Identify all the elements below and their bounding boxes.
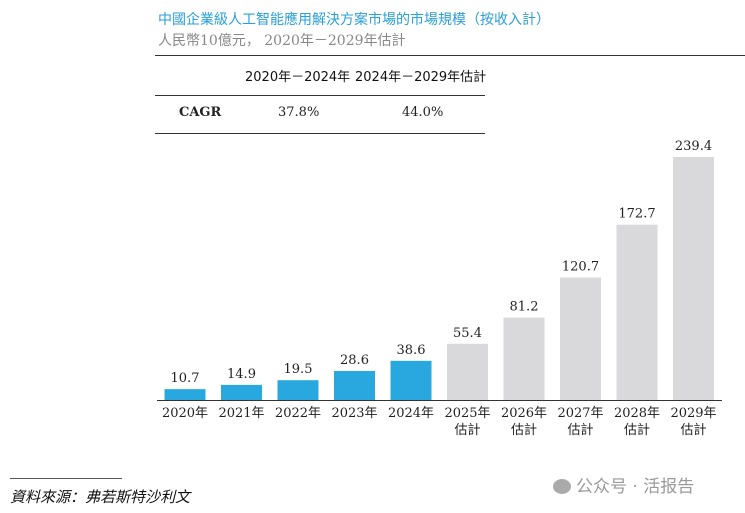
cagr-value-2: 44.0% bbox=[402, 105, 444, 120]
data-label: 239.4 bbox=[675, 139, 712, 154]
x-tick-label: 2028年 bbox=[614, 406, 660, 421]
data-label: 10.7 bbox=[171, 371, 200, 386]
x-tick-label: 估計 bbox=[680, 422, 706, 438]
data-label: 28.6 bbox=[340, 353, 369, 368]
x-tick-label: 2024年 bbox=[388, 406, 434, 421]
x-tick-label: 2025年 bbox=[444, 406, 490, 421]
bar bbox=[616, 224, 658, 400]
data-label: 81.2 bbox=[510, 300, 539, 315]
cagr-value-1: 37.8% bbox=[278, 105, 320, 120]
bar bbox=[221, 384, 262, 400]
bar bbox=[164, 389, 206, 400]
source-rule bbox=[10, 478, 122, 479]
x-tick-label: 估計 bbox=[454, 422, 480, 438]
x-tick-label: 2026年 bbox=[501, 406, 547, 421]
x-tick-label: 2029年 bbox=[670, 406, 716, 421]
chart-title: 中國企業級人工智能應用解決方案市場的市場規模（按收入計） bbox=[158, 12, 550, 28]
x-tick-label: 估計 bbox=[624, 422, 650, 438]
table-top-rule bbox=[155, 55, 745, 56]
data-label: 19.5 bbox=[284, 362, 313, 377]
data-label: 38.6 bbox=[397, 343, 426, 358]
bar bbox=[390, 360, 432, 400]
data-label: 14.9 bbox=[227, 367, 256, 382]
wechat-icon bbox=[553, 479, 571, 494]
chart-subtitle: 人民幣10億元， 2020年－2029年估計 bbox=[158, 33, 406, 49]
watermark-text: 公众号 · 活报告 bbox=[576, 477, 695, 497]
cagr-header-2: 2024年－2029年估計 bbox=[355, 70, 487, 85]
x-tick-label: 估計 bbox=[511, 422, 537, 438]
data-label: 120.7 bbox=[562, 259, 599, 274]
x-tick-label: 2020年 bbox=[162, 406, 208, 421]
bar bbox=[503, 317, 545, 400]
bar bbox=[560, 277, 601, 400]
x-tick-label: 2027年 bbox=[557, 406, 603, 421]
bar bbox=[277, 380, 319, 400]
data-label: 172.7 bbox=[618, 207, 655, 222]
table-mid-rule bbox=[155, 95, 485, 96]
cagr-row-label: CAGR bbox=[179, 105, 222, 120]
bar bbox=[673, 157, 714, 400]
bar bbox=[334, 370, 375, 400]
bar bbox=[447, 343, 488, 400]
x-tick-label: 2021年 bbox=[218, 406, 264, 421]
x-tick-label: 估計 bbox=[567, 422, 593, 438]
watermark: 公众号 · 活报告 bbox=[553, 472, 694, 497]
table-bottom-rule bbox=[155, 133, 485, 134]
x-tick-label: 2022年 bbox=[275, 406, 321, 421]
data-label: 55.4 bbox=[453, 326, 482, 341]
cagr-header-1: 2020年－2024年 bbox=[245, 70, 351, 85]
x-tick-label: 2023年 bbox=[331, 406, 377, 421]
source-note: 資料來源：弗若斯特沙利文 bbox=[10, 488, 191, 506]
